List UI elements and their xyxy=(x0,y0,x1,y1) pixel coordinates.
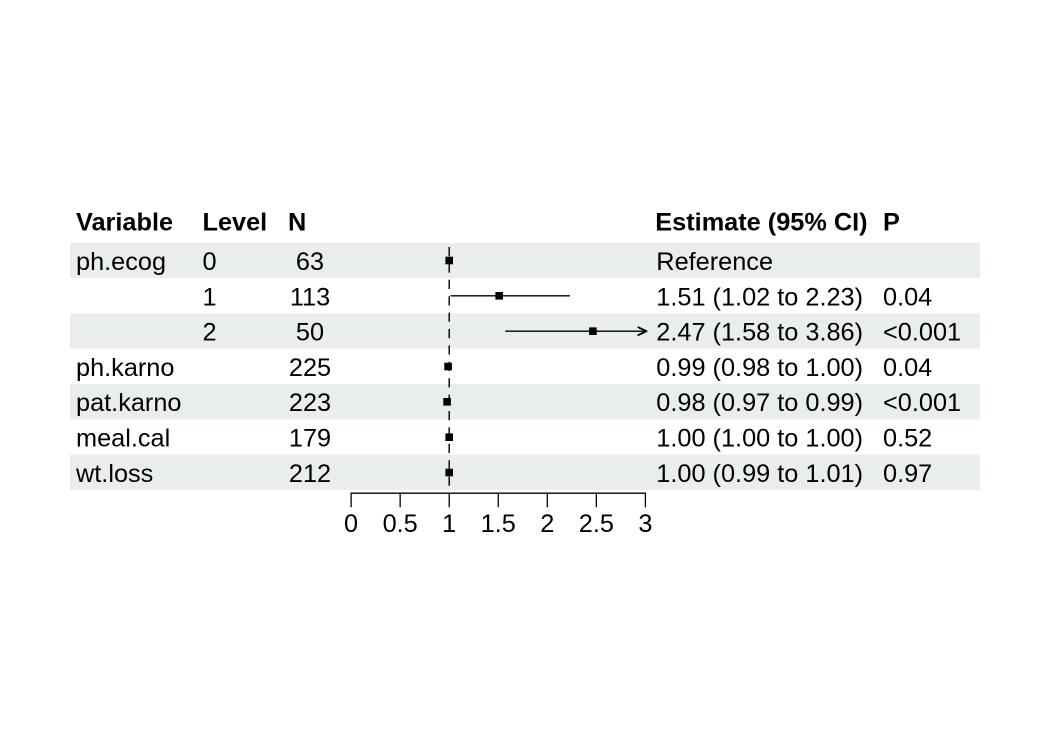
svg-text:0.5: 0.5 xyxy=(383,510,418,538)
svg-text:<0.001: <0.001 xyxy=(883,319,961,347)
svg-text:Level: Level xyxy=(203,209,268,237)
svg-text:63: 63 xyxy=(296,248,324,276)
svg-text:0.04: 0.04 xyxy=(883,283,932,311)
svg-text:1: 1 xyxy=(442,510,456,538)
svg-text:113: 113 xyxy=(290,283,330,311)
svg-text:0.52: 0.52 xyxy=(883,425,932,453)
svg-text:Estimate (95% CI): Estimate (95% CI) xyxy=(655,209,867,237)
svg-text:0.04: 0.04 xyxy=(883,354,932,382)
svg-text:225: 225 xyxy=(289,354,331,382)
svg-text:Reference: Reference xyxy=(656,248,773,276)
svg-text:0: 0 xyxy=(202,248,216,276)
svg-text:1: 1 xyxy=(202,283,216,311)
svg-text:P: P xyxy=(883,209,900,237)
svg-text:0.97: 0.97 xyxy=(883,460,932,488)
svg-text:3: 3 xyxy=(638,510,652,538)
svg-text:0.99 (0.98 to 1.00): 0.99 (0.98 to 1.00) xyxy=(656,354,863,382)
svg-text:1.00 (0.99 to 1.01): 1.00 (0.99 to 1.01) xyxy=(656,460,863,488)
svg-text:223: 223 xyxy=(289,389,331,417)
svg-text:meal.cal: meal.cal xyxy=(76,425,170,453)
svg-text:2: 2 xyxy=(540,510,554,538)
svg-text:Variable: Variable xyxy=(76,209,173,237)
svg-text:1.5: 1.5 xyxy=(481,510,516,538)
svg-text:N: N xyxy=(288,209,306,237)
svg-text:212: 212 xyxy=(289,460,331,488)
svg-text:0.98 (0.97 to 0.99): 0.98 (0.97 to 0.99) xyxy=(656,389,863,417)
svg-text:1.00 (1.00 to 1.00): 1.00 (1.00 to 1.00) xyxy=(656,425,863,453)
svg-text:50: 50 xyxy=(296,319,324,347)
svg-text:179: 179 xyxy=(289,425,331,453)
svg-text:0: 0 xyxy=(344,510,358,538)
svg-text:1.51 (1.02 to 2.23): 1.51 (1.02 to 2.23) xyxy=(656,283,863,311)
svg-text:wt.loss: wt.loss xyxy=(75,460,153,488)
svg-text:ph.karno: ph.karno xyxy=(76,354,174,382)
svg-text:<0.001: <0.001 xyxy=(883,389,961,417)
svg-text:ph.ecog: ph.ecog xyxy=(76,248,166,276)
svg-text:2: 2 xyxy=(202,319,216,347)
svg-text:2.5: 2.5 xyxy=(579,510,614,538)
svg-text:2.47 (1.58 to 3.86): 2.47 (1.58 to 3.86) xyxy=(656,319,863,347)
svg-text:pat.karno: pat.karno xyxy=(76,389,181,417)
